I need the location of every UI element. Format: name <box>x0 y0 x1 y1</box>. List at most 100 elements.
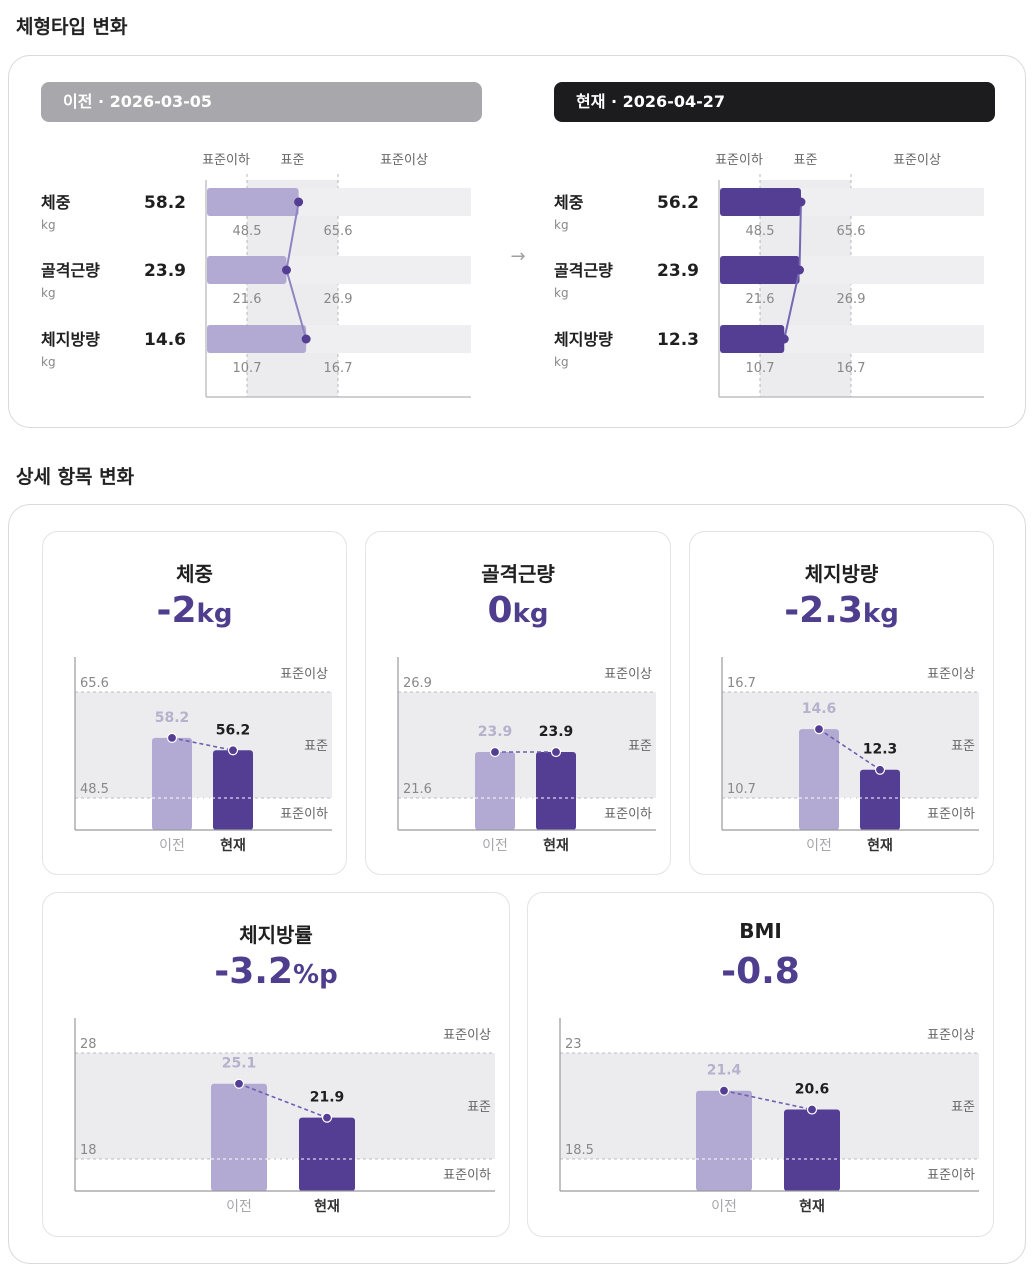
standard-band <box>560 1053 979 1159</box>
prev-row-marker <box>301 334 311 344</box>
prev-row-low-label: 21.6 <box>233 292 262 307</box>
prev-row-label: 체중 <box>41 193 71 212</box>
bar-prev <box>152 737 192 830</box>
trend-line <box>238 1082 328 1119</box>
value-label-curr: 21.9 <box>310 1090 345 1106</box>
category-label-curr: 현재 <box>543 838 569 854</box>
trend-line <box>723 1089 813 1111</box>
std-low-label: 18 <box>80 1143 97 1158</box>
value-label-curr: 12.3 <box>863 742 898 758</box>
point-prev <box>489 746 501 758</box>
zone-label-standard: 표준 <box>951 1100 975 1115</box>
curr-zone-label-below: 표준이하 <box>715 153 763 168</box>
curr-row-marker <box>779 334 789 344</box>
zone-label-below: 표준이하 <box>604 807 652 822</box>
prev-row-bar <box>207 325 307 353</box>
card-delta-value: -2 <box>156 590 197 631</box>
card-delta: 0kg <box>366 590 670 631</box>
category-label-curr: 현재 <box>867 838 893 854</box>
prev-row-high-label: 26.9 <box>324 292 353 307</box>
std-high-label: 23 <box>565 1037 582 1052</box>
zone-label-above: 표준이상 <box>927 667 975 682</box>
zone-label-below: 표준이하 <box>280 807 328 822</box>
arrow-icon: → <box>510 246 525 267</box>
bar-prev <box>799 729 839 830</box>
std-low-label: 48.5 <box>80 782 109 797</box>
std-high-label: 28 <box>80 1037 97 1052</box>
card-delta-value: -2.3 <box>784 590 863 631</box>
value-label-prev: 23.9 <box>478 724 513 740</box>
value-label-curr: 56.2 <box>216 722 251 738</box>
curr-row-marker <box>794 265 804 275</box>
zone-label-above: 표준이상 <box>604 667 652 682</box>
prev-row-unit: kg <box>41 355 56 369</box>
card-title: 체지방률 <box>239 923 313 947</box>
card-delta-value: -0.8 <box>721 951 800 992</box>
curr-zone-label-above: 표준이상 <box>893 153 941 168</box>
card-delta: -2.3kg <box>690 590 993 631</box>
card-delta: -2kg <box>43 590 346 631</box>
card-title: 골격근량 <box>481 562 555 586</box>
bar-curr <box>299 1117 355 1191</box>
trend-line <box>171 737 234 752</box>
body-type-panel: 이전 · 2026-03-05 현재 · 2026-04-27 표준이하 표준 표준… <box>8 55 1026 428</box>
card-title: 체지방량 <box>804 562 879 586</box>
standard-band <box>75 1053 495 1159</box>
std-high-label: 16.7 <box>727 676 756 691</box>
prev-row-unit: kg <box>41 218 56 232</box>
detail-card: 체지방량 -2.3kg 16.7 10.7 표준이상 표준 표준이하 14.6 이전 12.3 현재 <box>689 531 994 875</box>
card-title: BMI <box>739 919 782 943</box>
prev-date-header: 이전 · 2026-03-05 <box>41 82 482 122</box>
value-label-prev: 14.6 <box>802 701 837 717</box>
zone-label-below: 표준이하 <box>443 1168 491 1183</box>
category-label-curr: 현재 <box>799 1199 825 1215</box>
curr-row-marker <box>796 197 806 207</box>
prev-row-marker <box>281 265 291 275</box>
curr-row-low-label: 48.5 <box>746 224 775 239</box>
zone-label-above: 표준이상 <box>280 667 328 682</box>
card-delta: -3.2%p <box>43 951 509 992</box>
curr-row-bar <box>720 325 785 353</box>
card-delta-unit: %p <box>293 960 338 990</box>
prev-row-high-label: 16.7 <box>324 361 353 376</box>
prev-zone-label-standard: 표준 <box>281 153 305 168</box>
value-label-curr: 20.6 <box>795 1082 830 1098</box>
card-delta-value: 0 <box>487 590 513 631</box>
point-curr <box>321 1112 333 1123</box>
prev-row-low-label: 48.5 <box>233 224 262 239</box>
curr-date-header: 현재 · 2026-04-27 <box>554 82 995 122</box>
point-prev <box>233 1078 245 1089</box>
prev-row-unit: kg <box>41 286 56 300</box>
point-prev <box>718 1085 730 1096</box>
prev-zone-label-above: 표준이상 <box>380 153 428 168</box>
prev-row-label: 체지방량 <box>41 330 100 349</box>
std-low-label: 21.6 <box>403 782 432 797</box>
zone-label-standard: 표준 <box>628 739 652 754</box>
prev-zone-label-below: 표준이하 <box>202 153 250 168</box>
zone-label-below: 표준이하 <box>927 1168 975 1183</box>
prev-row-marker <box>294 197 304 207</box>
bar-prev <box>475 752 515 830</box>
curr-row-label: 체지방량 <box>554 330 613 349</box>
detail-card: 체지방률 -3.2%p 28 18 표준이상 표준 표준이하 25.1 이전 21.9 현재 <box>42 892 510 1237</box>
category-label-prev: 이전 <box>482 838 508 854</box>
curr-row-unit: kg <box>554 355 569 369</box>
card-title: 체중 <box>176 562 213 586</box>
curr-row-label: 체중 <box>554 193 584 212</box>
curr-row-low-label: 21.6 <box>746 292 775 307</box>
curr-zone-label-standard: 표준 <box>794 153 818 168</box>
detail-card: BMI -0.8 23 18.5 표준이상 표준 표준이하 21.4 이전 20.6 현재 <box>527 892 994 1237</box>
curr-row-bar <box>720 188 801 216</box>
category-label-curr: 현재 <box>220 838 246 854</box>
card-delta-unit: kg <box>862 599 899 629</box>
trend-line <box>818 728 881 771</box>
zone-label-above: 표준이상 <box>443 1028 491 1043</box>
curr-row-high-label: 65.6 <box>837 224 866 239</box>
curr-row-high-label: 16.7 <box>837 361 866 376</box>
curr-row-unit: kg <box>554 218 569 232</box>
point-curr <box>550 746 562 758</box>
